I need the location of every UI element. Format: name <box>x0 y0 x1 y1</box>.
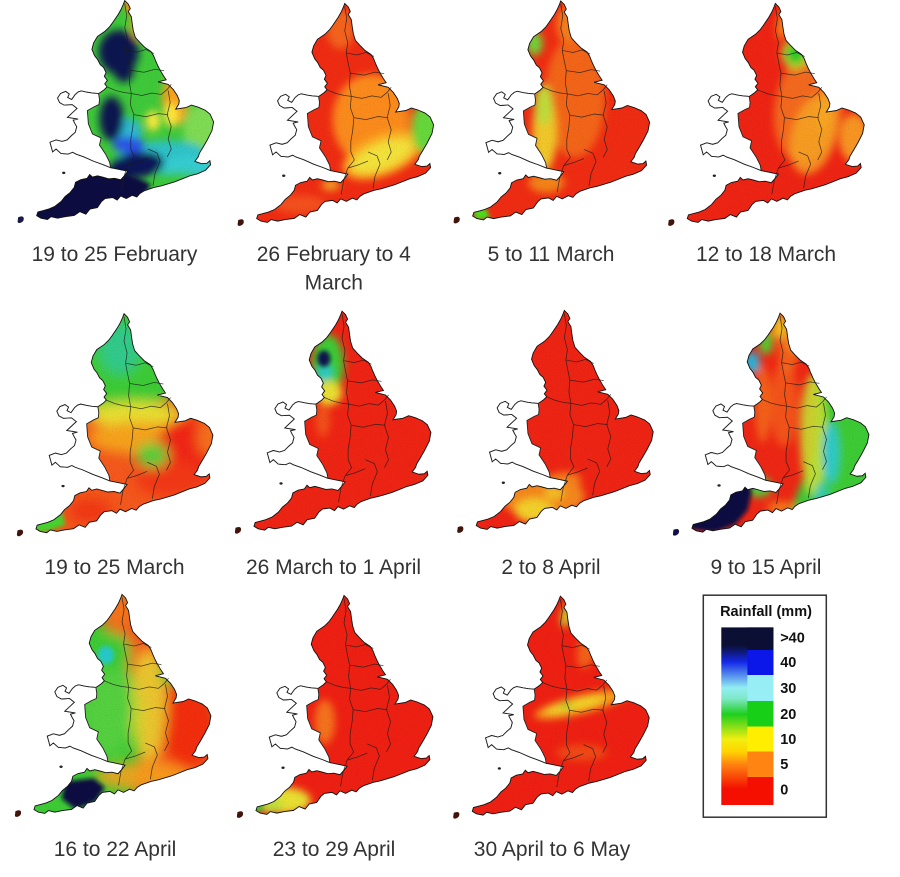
svg-text:30: 30 <box>780 681 796 697</box>
svg-text:16 to 22 April: 16 to 22 April <box>54 838 177 861</box>
svg-text:2 to 8 April: 2 to 8 April <box>501 556 600 579</box>
svg-text:19 to 25 March: 19 to 25 March <box>44 556 184 579</box>
svg-text:0: 0 <box>780 783 788 799</box>
svg-text:March: March <box>305 272 363 295</box>
svg-text:26 March to 1 April: 26 March to 1 April <box>246 556 421 579</box>
svg-text:19 to 25 February: 19 to 25 February <box>32 243 198 266</box>
svg-text:5 to 11 March: 5 to 11 March <box>488 243 615 266</box>
svg-text:26 February to 4: 26 February to 4 <box>257 243 411 266</box>
svg-text:40: 40 <box>780 655 796 671</box>
svg-text:30 April to 6 May: 30 April to 6 May <box>474 838 631 861</box>
svg-text:20: 20 <box>780 707 796 723</box>
svg-text:9 to 15 April: 9 to 15 April <box>711 556 822 579</box>
svg-text:10: 10 <box>780 732 796 748</box>
svg-text:23 to 29 April: 23 to 29 April <box>273 838 396 861</box>
svg-text:Rainfall (mm): Rainfall (mm) <box>720 604 812 620</box>
svg-text:>40: >40 <box>780 631 805 647</box>
svg-text:12 to 18 March: 12 to 18 March <box>696 243 836 266</box>
svg-text:5: 5 <box>780 757 788 773</box>
